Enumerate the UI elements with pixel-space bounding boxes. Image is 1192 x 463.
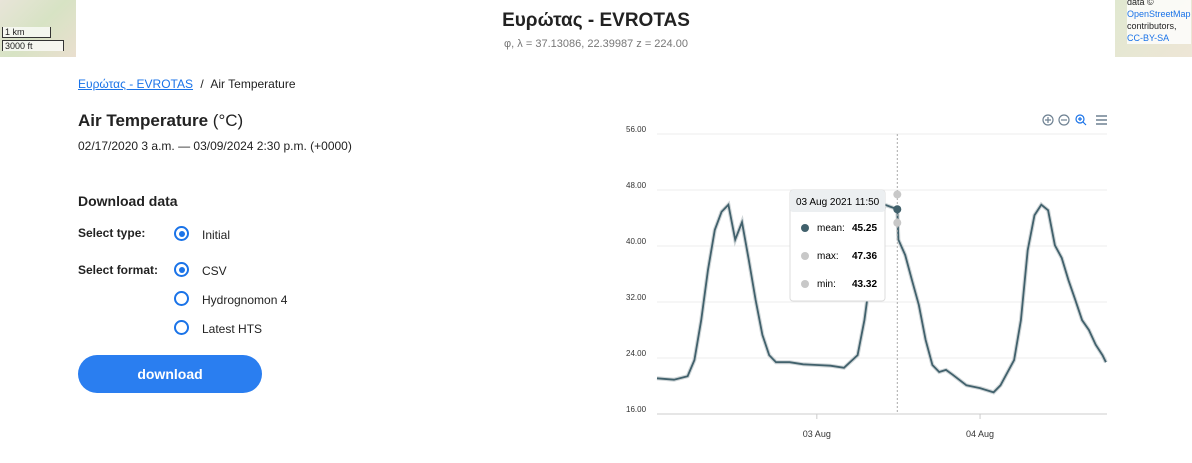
series-line [656,202,1107,394]
tooltip-marker [893,190,902,199]
y-tick-label: 48.00 [626,181,647,190]
tooltip-name: mean: [817,223,845,234]
radio-label[interactable]: Hydrognomon 4 [202,293,288,307]
map-scale-ft: 3000 ft [2,40,64,51]
radio-label[interactable]: Initial [202,228,231,242]
download-button[interactable]: download [78,355,262,393]
tooltip-value: 43.32 [852,279,877,290]
y-tick-label: 56.00 [626,125,647,134]
heading-title: Air Temperature [78,111,209,130]
format-label: Select format: [78,263,159,277]
tooltip-marker [893,218,902,227]
y-tick-label: 16.00 [626,405,647,414]
download-title: Download data [78,193,178,209]
tooltip: 03 Aug 2021 11:50 mean: 45.25 max: 47.36 min:… [789,189,886,302]
page-title: Ευρώτας - EVROTAS [502,10,690,31]
tooltip-legend-dot [801,280,809,288]
heading: Air Temperature (°C) [78,111,243,131]
tooltip-legend-dot [801,252,809,260]
map-left[interactable]: 1 km 3000 ft [0,0,76,57]
radio-hydrognomon[interactable] [174,291,189,306]
x-tick-label: 03 Aug [803,429,831,439]
radio-csv[interactable] [174,262,189,277]
tooltip-value: 47.36 [852,251,877,262]
attribution: data © OpenStreetMap contributors, CC-BY… [1127,0,1191,44]
breadcrumb-separator: / [200,77,204,91]
attribution-link[interactable]: CC-BY-SA [1127,33,1170,43]
map-scale-km: 1 km [2,27,51,38]
tooltip-name: min: [817,279,836,290]
tooltip-title: 03 Aug 2021 11:50 [796,197,880,208]
page-subtitle: φ, λ = 37.13086, 22.39987 z = 224.00 [504,38,688,50]
tooltip-marker [893,205,902,214]
radio-label[interactable]: Latest HTS [202,322,263,336]
type-label: Select type: [78,226,146,240]
y-tick-label: 32.00 [626,293,647,302]
breadcrumb: Ευρώτας - EVROTAS / Air Temperature [78,77,296,91]
tooltip-legend-dot [801,224,809,232]
attribution-line: data © [1127,0,1154,7]
breadcrumb-current: Air Temperature [210,77,296,91]
y-tick-label: 24.00 [626,349,647,358]
breadcrumb-link[interactable]: Ευρώτας - EVROTAS [78,77,194,91]
y-tick-label: 40.00 [626,237,647,246]
attribution-line: contributors, [1127,21,1177,31]
tooltip-name: max: [817,251,839,262]
toolbar[interactable] [1042,114,1107,126]
heading-unit: (°C) [212,111,244,130]
attribution-link[interactable]: OpenStreetMap [1127,9,1191,19]
x-tick-label: 04 Aug [966,429,994,439]
period: 02/17/2020 3 a.m. — 03/09/2024 2:30 p.m.… [78,139,352,153]
map-right[interactable]: data © OpenStreetMap contributors, CC-BY… [1115,0,1192,57]
radio-hts[interactable] [174,320,189,335]
radio-label[interactable]: CSV [202,264,227,278]
radio-initial[interactable] [174,226,189,241]
tooltip-value: 45.25 [852,223,877,234]
tooltip-header [790,190,885,212]
